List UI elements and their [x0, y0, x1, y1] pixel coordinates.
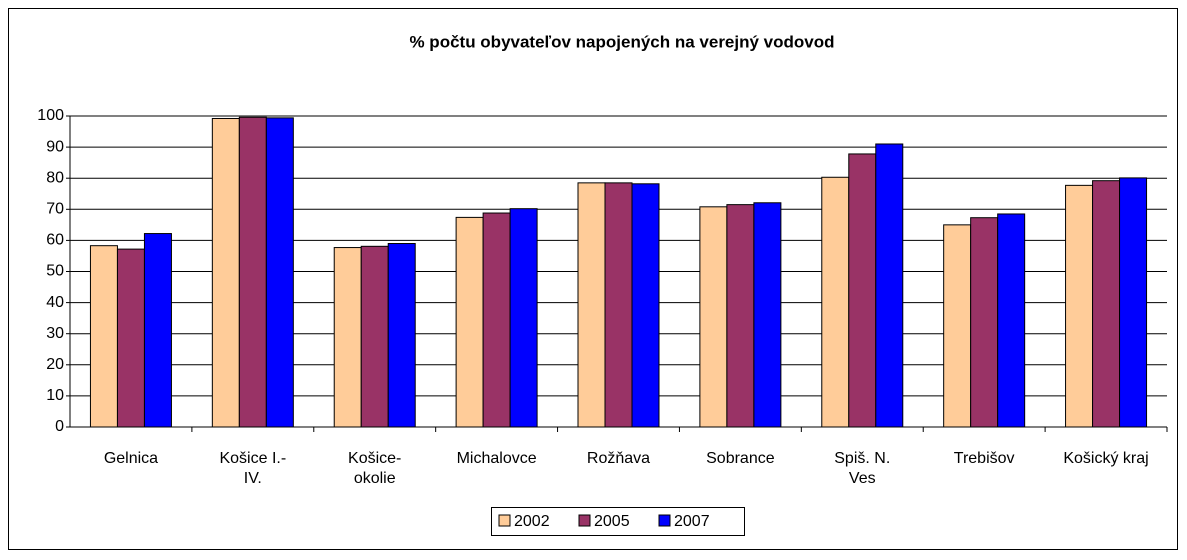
- bar: [821, 176, 850, 428]
- bar: [333, 247, 362, 428]
- bar: [753, 202, 782, 428]
- chart-title: % počtu obyvateľov napojených na verejný…: [409, 32, 834, 51]
- bar: [875, 143, 904, 428]
- bar: [631, 183, 660, 428]
- bar: [116, 248, 145, 428]
- bar: [1092, 180, 1121, 428]
- legend-box: [491, 507, 745, 536]
- x-tick-label: Spiš. N. Ves: [834, 450, 891, 487]
- x-tick-label: Trebišov: [953, 450, 1015, 467]
- legend-swatch: [498, 514, 511, 527]
- bar: [89, 245, 118, 428]
- bar: [387, 243, 416, 428]
- bar: [997, 213, 1026, 428]
- bar: [604, 182, 633, 428]
- bar: [848, 153, 877, 428]
- bar: [482, 212, 511, 428]
- y-tick-label: 60: [46, 232, 64, 249]
- y-tick-label: 30: [46, 325, 64, 342]
- y-tick-label: 70: [46, 201, 64, 218]
- bar: [238, 116, 267, 428]
- y-tick-label: 40: [46, 294, 64, 311]
- bar: [265, 117, 294, 428]
- y-tick-label: 20: [46, 356, 64, 373]
- x-tick-label: Sobrance: [706, 450, 775, 467]
- bar: [360, 245, 389, 428]
- x-tick-label: Košice- okolie: [348, 450, 402, 487]
- legend-swatch: [658, 514, 671, 527]
- bar: [1065, 184, 1094, 428]
- legend-swatch: [578, 514, 591, 527]
- bar: [143, 233, 172, 428]
- y-tick-label: 50: [46, 263, 64, 280]
- y-tick-label: 90: [46, 138, 64, 155]
- y-tick-label: 80: [46, 169, 64, 186]
- x-tick-label: Košický kraj: [1063, 450, 1149, 467]
- bar: [577, 182, 606, 428]
- legend-label: 2007: [674, 513, 710, 530]
- x-tick-label: Michalovce: [456, 450, 537, 467]
- bar: [211, 117, 240, 428]
- y-tick-label: 100: [37, 107, 64, 124]
- bar: [699, 206, 728, 428]
- y-tick-label: 0: [55, 418, 64, 435]
- x-tick-label: Rožňava: [586, 450, 651, 467]
- bar: [726, 204, 755, 428]
- x-tick-label: Gelnica: [103, 450, 159, 467]
- legend-label: 2002: [514, 513, 550, 530]
- bar: [970, 217, 999, 428]
- y-tick-label: 10: [46, 387, 64, 404]
- bar: [455, 216, 484, 428]
- x-tick-label: Košice I.- IV.: [219, 450, 287, 487]
- bar: [943, 224, 972, 428]
- bar: [1119, 177, 1148, 428]
- bar: [509, 208, 538, 428]
- legend-label: 2005: [594, 513, 630, 530]
